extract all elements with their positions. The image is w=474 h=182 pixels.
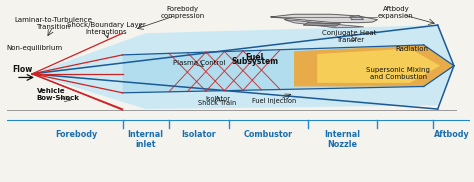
Polygon shape [303, 23, 340, 26]
Polygon shape [294, 45, 454, 86]
Text: Isolator: Isolator [205, 96, 230, 102]
Text: Forebody: Forebody [55, 130, 97, 139]
Polygon shape [285, 20, 364, 28]
Text: Fuel Injection: Fuel Injection [253, 98, 297, 104]
Text: Aftbody: Aftbody [434, 130, 469, 139]
Text: Radiation: Radiation [396, 46, 428, 52]
Polygon shape [350, 15, 364, 20]
Text: Forebody
compression: Forebody compression [161, 6, 205, 19]
Text: Supersonic Mixing
and Combustion: Supersonic Mixing and Combustion [366, 67, 430, 80]
Polygon shape [317, 49, 440, 83]
Text: Subsystem: Subsystem [231, 57, 278, 66]
Text: Fuel: Fuel [246, 53, 264, 62]
Text: Plasma Control: Plasma Control [173, 60, 225, 66]
Text: Shock/Boundary Layer
Interactions: Shock/Boundary Layer Interactions [67, 22, 146, 35]
Text: Laminar-to-Turbulence
Transition: Laminar-to-Turbulence Transition [14, 17, 92, 30]
Text: Flow: Flow [13, 65, 33, 74]
Polygon shape [123, 45, 454, 93]
Text: Combustor: Combustor [244, 130, 293, 139]
Polygon shape [271, 14, 377, 23]
Text: Aftbody
expansion: Aftbody expansion [378, 6, 414, 19]
Text: Conjugate Heat
Transfer: Conjugate Heat Transfer [322, 30, 377, 43]
Text: Internal
Nozzle: Internal Nozzle [325, 130, 361, 149]
Text: Vehicle
Bow-Shock: Vehicle Bow-Shock [37, 88, 80, 101]
Text: Non-equilibrium: Non-equilibrium [7, 45, 63, 51]
Text: Isolator: Isolator [182, 130, 217, 139]
Text: Shock Train: Shock Train [199, 100, 237, 106]
Polygon shape [32, 25, 454, 109]
Text: Internal
inlet: Internal inlet [128, 130, 164, 149]
